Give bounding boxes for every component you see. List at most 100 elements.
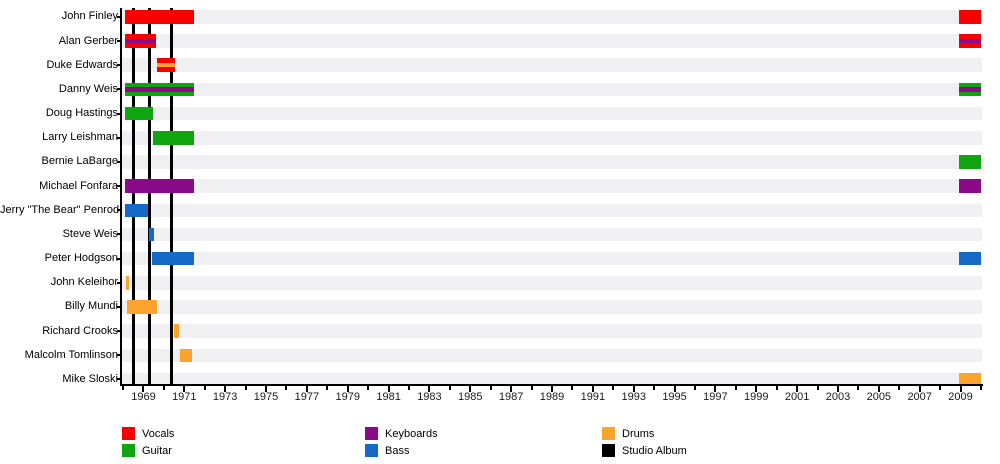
- member-row-band: [121, 324, 982, 338]
- member-name-label: John Keleihor: [50, 276, 118, 289]
- member-period-bar-vocals: [958, 10, 981, 24]
- x-axis-major-tick: [877, 386, 880, 392]
- x-axis-tick-label: 1985: [458, 391, 483, 403]
- x-axis-minor-tick: [203, 386, 206, 390]
- y-axis-tick: [117, 185, 121, 188]
- legend-swatch-drums: [602, 427, 615, 440]
- x-axis-major-tick: [918, 386, 921, 392]
- member-period-bar-drums: [958, 372, 981, 387]
- plot-area: John Finley Alan Gerber Duke Edwards Danny …: [0, 8, 983, 403]
- legend-item-vocals: Vocals: [122, 427, 322, 441]
- x-axis-major-tick: [836, 386, 839, 392]
- member-row-band: [121, 131, 982, 145]
- studio-album-line: [169, 8, 173, 385]
- x-axis-minor-tick: [489, 386, 492, 390]
- legend-label: Keyboards: [385, 428, 438, 440]
- member-period-bar-vocals-keyboards: [125, 34, 156, 48]
- y-axis: [120, 8, 122, 385]
- member-row-band: [121, 34, 982, 48]
- y-axis-tick: [117, 40, 121, 43]
- legend-item-bass: Bass: [365, 444, 565, 458]
- member-name-label: Doug Hastings: [45, 107, 118, 120]
- x-axis-major-tick: [387, 386, 390, 392]
- x-axis-tick-label: 1977: [294, 391, 320, 403]
- legend-swatch-keyboards: [365, 427, 378, 440]
- x-axis-tick-label: 2009: [948, 391, 973, 403]
- x-axis-minor-tick: [734, 386, 737, 390]
- member-row-band: [121, 276, 982, 290]
- member-row-band: [121, 348, 982, 363]
- x-axis-major-tick: [224, 386, 227, 392]
- x-axis-minor-tick: [326, 386, 329, 390]
- member-name-label: Mike Sloski: [62, 372, 118, 385]
- x-axis-minor-tick: [653, 386, 656, 390]
- legend-label: Studio Album: [622, 445, 687, 457]
- member-row-band: [121, 106, 982, 121]
- x-axis-tick-label: 1999: [744, 391, 769, 403]
- member-period-bar-keyboards: [958, 179, 981, 193]
- x-axis-major-tick: [551, 386, 553, 392]
- member-name-label: Billy Mundi: [64, 300, 118, 313]
- y-axis-tick: [117, 64, 121, 67]
- y-axis-tick: [117, 257, 121, 260]
- member-name-label: Steve Weis: [62, 227, 118, 240]
- x-axis-tick-label: 1969: [131, 391, 156, 403]
- x-axis-major-tick: [428, 386, 431, 392]
- x-axis-minor-tick: [530, 386, 533, 390]
- member-period-bar-guitar-keyboards: [125, 82, 194, 97]
- member-row-band: [121, 372, 982, 387]
- x-axis-minor-tick: [285, 386, 288, 390]
- member-period-bar-keyboards: [125, 179, 194, 193]
- y-axis-tick: [117, 354, 121, 357]
- x-axis-tick-label: 1995: [662, 391, 687, 403]
- member-period-bar-guitar: [152, 131, 194, 145]
- x-axis-major-tick: [346, 386, 349, 392]
- x-axis-major-tick: [796, 386, 799, 392]
- secondary-role-stripe-keyboards: [958, 38, 981, 44]
- member-name-label: Larry Leishman: [42, 131, 118, 144]
- legend-swatch-studio_album: [602, 444, 615, 457]
- legend: Vocals Guitar Keyboards Bass Drums Studio Alb…: [0, 420, 1000, 464]
- secondary-role-stripe-keyboards: [125, 38, 156, 44]
- member-period-bar-guitar: [958, 155, 981, 169]
- member-name-label: Jerry "The Bear" Penrod: [0, 203, 120, 216]
- studio-album-line: [131, 8, 135, 385]
- x-axis-tick-label: 1981: [376, 391, 401, 403]
- secondary-role-stripe-keyboards: [958, 87, 981, 92]
- y-axis-tick: [117, 330, 121, 333]
- y-axis-tick: [117, 136, 121, 139]
- x-axis-minor-tick: [122, 386, 125, 390]
- legend-item-guitar: Guitar: [122, 444, 322, 458]
- legend-item-keyboards: Keyboards: [365, 427, 565, 441]
- legend-label: Drums: [622, 428, 655, 440]
- member-name-label: Malcolm Tomlinson: [24, 348, 118, 361]
- y-axis-tick: [117, 160, 121, 163]
- member-row-band: [121, 82, 982, 97]
- legend-swatch-vocals: [122, 427, 135, 440]
- x-axis-tick-label: 1983: [417, 391, 442, 403]
- x-axis-tick-label: 1975: [253, 391, 279, 403]
- member-name-label: Bernie LaBarge: [41, 155, 118, 168]
- member-name-label: Richard Crooks: [42, 324, 118, 337]
- member-period-bar-vocals-keyboards: [958, 34, 981, 48]
- x-axis-minor-tick: [448, 386, 451, 390]
- member-row-band: [121, 10, 982, 24]
- x-axis-tick-label: 1979: [335, 391, 360, 403]
- x-axis-tick-label: 1991: [580, 391, 606, 403]
- x-axis-minor-tick: [775, 386, 778, 390]
- x-axis-minor-tick: [939, 386, 942, 390]
- y-axis-tick: [117, 378, 121, 381]
- x-axis-minor-tick: [571, 386, 574, 390]
- member-name-label: Michael Fonfara: [39, 179, 118, 192]
- x-axis-minor-tick: [898, 386, 901, 390]
- member-period-bar-bass: [125, 203, 148, 217]
- x-axis-minor-tick: [408, 386, 411, 390]
- member-period-bar-bass: [958, 251, 981, 266]
- member-period-bar-bass: [151, 251, 194, 266]
- y-axis-tick: [117, 209, 121, 212]
- y-axis-tick: [117, 281, 121, 284]
- member-period-bar-guitar-keyboards: [958, 82, 981, 97]
- x-axis-tick-label: 1989: [539, 391, 565, 403]
- x-axis-major-tick: [305, 386, 308, 392]
